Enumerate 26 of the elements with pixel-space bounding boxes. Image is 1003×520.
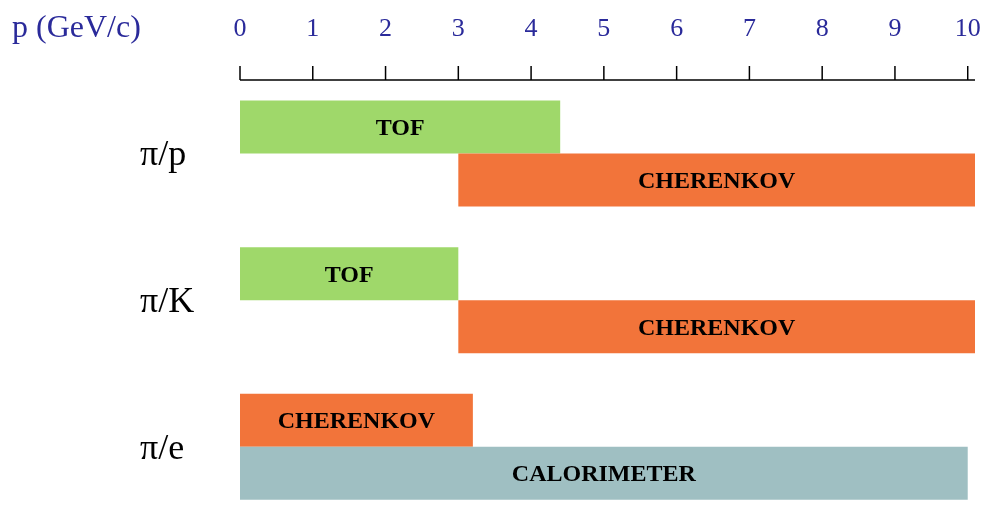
bar <box>458 300 975 354</box>
data-label: TOF <box>375 114 425 141</box>
x-tick-label: 3 <box>451 13 465 42</box>
x-axis-title: p (GeV/c) <box>12 8 141 45</box>
y-tick-label: π/e <box>140 426 185 467</box>
x-tick-label: 10 <box>954 13 981 42</box>
x-tick-label: 1 <box>306 13 320 42</box>
y-tick-label: π/K <box>140 280 195 320</box>
x-tick-label: 9 <box>888 13 902 42</box>
x-tick-label: 0 <box>233 13 247 42</box>
bar <box>240 247 459 301</box>
x-tick-label: 6 <box>670 13 684 42</box>
x-tick-label: 2 <box>379 13 393 42</box>
x-tick-label: 5 <box>597 13 611 42</box>
bar <box>240 446 968 500</box>
data-label: CHERENKOV <box>637 313 796 340</box>
x-tick-label: 8 <box>815 13 829 42</box>
data-label: CHERENKOV <box>277 407 436 434</box>
bar <box>240 100 561 154</box>
x-tick-label: 4 <box>524 13 538 42</box>
y-tick-label: π/p <box>140 133 187 174</box>
data-label: CHERENKOV <box>637 167 796 194</box>
bar <box>458 153 975 207</box>
data-label: TOF <box>324 260 374 287</box>
data-label: CALORIMETER <box>511 460 697 487</box>
x-tick-label: 7 <box>742 13 756 42</box>
